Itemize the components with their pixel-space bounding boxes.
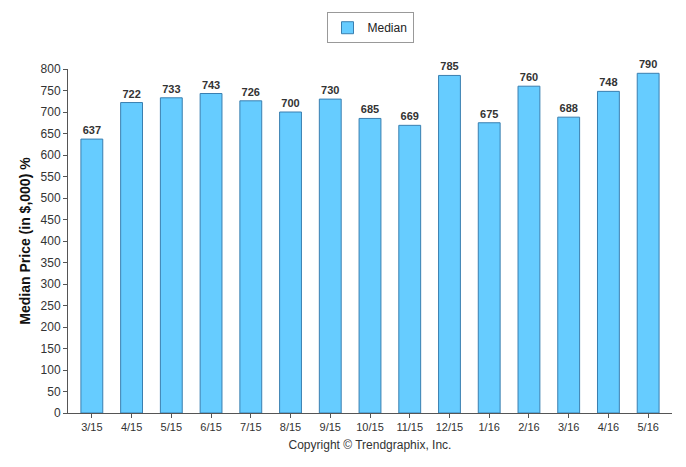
svg-text:637: 637 bbox=[83, 124, 101, 136]
svg-text:100: 100 bbox=[41, 363, 61, 377]
svg-text:685: 685 bbox=[361, 103, 379, 115]
svg-text:4/16: 4/16 bbox=[598, 421, 619, 433]
svg-text:700: 700 bbox=[41, 105, 61, 119]
svg-text:400: 400 bbox=[41, 234, 61, 248]
svg-text:8/15: 8/15 bbox=[280, 421, 301, 433]
svg-text:669: 669 bbox=[401, 110, 419, 122]
svg-text:1/16: 1/16 bbox=[478, 421, 499, 433]
svg-text:7/15: 7/15 bbox=[240, 421, 261, 433]
svg-text:50: 50 bbox=[47, 385, 61, 399]
svg-text:722: 722 bbox=[122, 88, 140, 100]
svg-text:450: 450 bbox=[41, 213, 61, 227]
svg-text:650: 650 bbox=[41, 127, 61, 141]
svg-text:350: 350 bbox=[41, 256, 61, 270]
svg-text:726: 726 bbox=[242, 86, 260, 98]
svg-text:150: 150 bbox=[41, 342, 61, 356]
svg-text:Copyright © Trendgraphix, Inc.: Copyright © Trendgraphix, Inc. bbox=[289, 438, 452, 452]
svg-text:743: 743 bbox=[202, 79, 220, 91]
svg-text:688: 688 bbox=[560, 102, 578, 114]
svg-text:10/15: 10/15 bbox=[356, 421, 384, 433]
svg-text:12/15: 12/15 bbox=[436, 421, 464, 433]
svg-text:Median: Median bbox=[368, 21, 407, 35]
svg-text:700: 700 bbox=[281, 97, 299, 109]
svg-text:800: 800 bbox=[41, 62, 61, 76]
svg-text:9/15: 9/15 bbox=[320, 421, 341, 433]
svg-text:730: 730 bbox=[321, 84, 339, 96]
svg-text:200: 200 bbox=[41, 320, 61, 334]
svg-text:790: 790 bbox=[639, 58, 657, 70]
svg-text:785: 785 bbox=[440, 60, 458, 72]
svg-text:500: 500 bbox=[41, 191, 61, 205]
svg-text:5/15: 5/15 bbox=[161, 421, 182, 433]
svg-text:5/16: 5/16 bbox=[637, 421, 658, 433]
svg-text:2/16: 2/16 bbox=[518, 421, 539, 433]
svg-text:760: 760 bbox=[520, 71, 538, 83]
svg-text:250: 250 bbox=[41, 299, 61, 313]
svg-text:3/15: 3/15 bbox=[81, 421, 102, 433]
svg-text:300: 300 bbox=[41, 277, 61, 291]
svg-text:11/15: 11/15 bbox=[396, 421, 423, 433]
svg-text:3/16: 3/16 bbox=[558, 421, 579, 433]
svg-text:550: 550 bbox=[41, 170, 61, 184]
svg-text:Median Price (in $,000) %: Median Price (in $,000) % bbox=[17, 157, 33, 325]
svg-text:6/15: 6/15 bbox=[200, 421, 221, 433]
svg-text:750: 750 bbox=[41, 84, 61, 98]
svg-text:733: 733 bbox=[162, 83, 180, 95]
svg-text:0: 0 bbox=[54, 406, 61, 420]
svg-text:4/15: 4/15 bbox=[121, 421, 142, 433]
svg-text:675: 675 bbox=[480, 108, 498, 120]
svg-text:748: 748 bbox=[599, 76, 617, 88]
svg-text:600: 600 bbox=[41, 148, 61, 162]
